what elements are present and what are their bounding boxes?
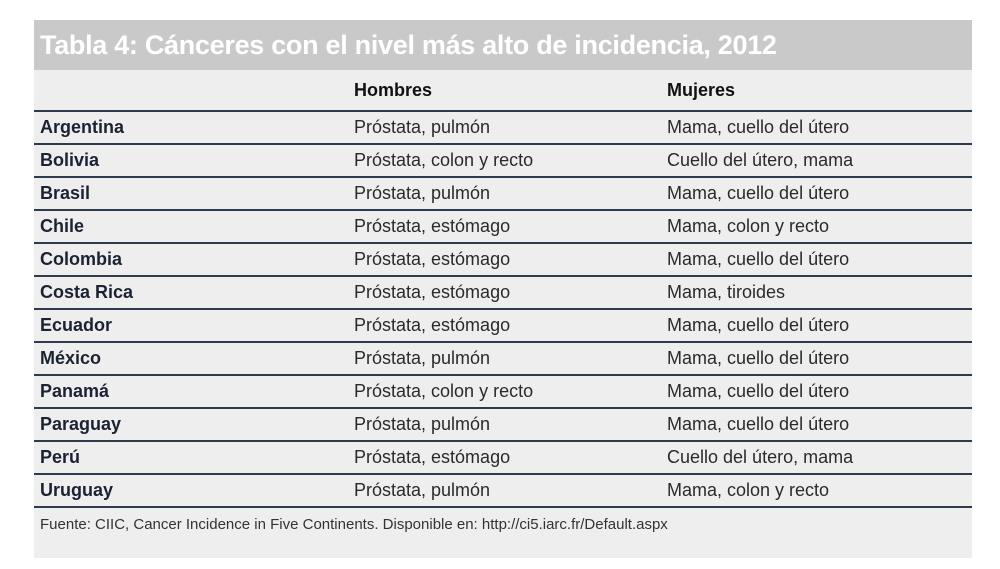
cell-hombres: Próstata, estómago: [354, 249, 511, 269]
cell-hombres: Próstata, pulmón: [354, 348, 491, 368]
cell-hombres: Próstata, pulmón: [354, 117, 491, 137]
cell-hombres: Próstata, pulmón: [354, 414, 491, 434]
table-body: Argentina Próstata, pulmón Mama, cuello de…: [34, 111, 972, 507]
table-row: Panamá Próstata, colon y recto Mama, cuell…: [34, 375, 972, 408]
table-header-row: Hombres Mujeres: [34, 70, 972, 111]
cell-country: Colombia: [40, 249, 123, 269]
cell-country: Perú: [40, 447, 81, 467]
cell-mujeres: Mama, cuello del útero: [667, 414, 850, 434]
table-row: Bolivia Próstata, colon y recto Cuello del…: [34, 144, 972, 177]
column-header-mujeres: Mujeres: [667, 79, 736, 100]
column-header-country: [34, 70, 348, 111]
title-bar: Tabla 4: Cánceres con el nivel más alto …: [34, 20, 972, 70]
cell-mujeres: Mama, cuello del útero: [667, 183, 850, 203]
cell-country: Brasil: [40, 183, 91, 203]
cell-mujeres: Mama, cuello del útero: [667, 381, 850, 401]
cell-country: Panamá: [40, 381, 110, 401]
cell-hombres: Próstata, estómago: [354, 282, 511, 302]
source-note: Fuente: CIIC, Cancer Incidence in Five C…: [40, 516, 668, 533]
cell-country: Paraguay: [40, 414, 122, 434]
column-header-hombres: Hombres: [354, 79, 433, 100]
cell-hombres: Próstata, colon y recto: [354, 381, 534, 401]
table-row: Costa Rica Próstata, estómago Mama, tiroid…: [34, 276, 972, 309]
cell-mujeres: Mama, tiroides: [667, 282, 786, 302]
cell-mujeres: Mama, cuello del útero: [667, 117, 850, 137]
cell-country: Uruguay: [40, 480, 114, 500]
cell-country: Chile: [40, 216, 85, 236]
cell-mujeres: Mama, cuello del útero: [667, 315, 850, 335]
cell-hombres: Próstata, pulmón: [354, 480, 491, 500]
cell-mujeres: Mama, colon y recto: [667, 216, 830, 236]
table-panel: Tabla 4: Cánceres con el nivel más alto …: [34, 20, 972, 558]
cell-mujeres: Mama, cuello del útero: [667, 348, 850, 368]
table-row: Colombia Próstata, estómago Mama, cuello d…: [34, 243, 972, 276]
cell-country: Argentina: [40, 117, 125, 137]
cancer-table: Hombres Mujeres Argentina Próstata, pulmó…: [34, 70, 972, 508]
table-row: Argentina Próstata, pulmón Mama, cuello de…: [34, 111, 972, 144]
cell-mujeres: Mama, colon y recto: [667, 480, 830, 500]
table-row: Chile Próstata, estómago Mama, colon y rec…: [34, 210, 972, 243]
cell-hombres: Próstata, estómago: [354, 447, 511, 467]
table-row: Paraguay Próstata, pulmón Mama, cuello del…: [34, 408, 972, 441]
table-row: Ecuador Próstata, estómago Mama, cuello de…: [34, 309, 972, 342]
cell-hombres: Próstata, colon y recto: [354, 150, 534, 170]
cell-mujeres: Mama, cuello del útero: [667, 249, 850, 269]
table-row: Brasil Próstata, pulmón Mama, cuello del ú…: [34, 177, 972, 210]
cell-mujeres: Cuello del útero, mama: [667, 447, 854, 467]
cell-hombres: Próstata, estómago: [354, 315, 511, 335]
page-title: Tabla 4: Cánceres con el nivel más alto …: [40, 29, 777, 60]
cell-country: Ecuador: [40, 315, 113, 335]
cell-hombres: Próstata, pulmón: [354, 183, 491, 203]
cell-country: México: [40, 348, 102, 368]
cell-hombres: Próstata, estómago: [354, 216, 511, 236]
cell-country: Bolivia: [40, 150, 100, 170]
table-row: Uruguay Próstata, pulmón Mama, colon y rec…: [34, 474, 972, 507]
table-row: México Próstata, pulmón Mama, cuello del ú…: [34, 342, 972, 375]
table-row: Perú Próstata, estómago Cuello del útero, …: [34, 441, 972, 474]
cell-mujeres: Cuello del útero, mama: [667, 150, 854, 170]
cell-country: Costa Rica: [40, 282, 134, 302]
